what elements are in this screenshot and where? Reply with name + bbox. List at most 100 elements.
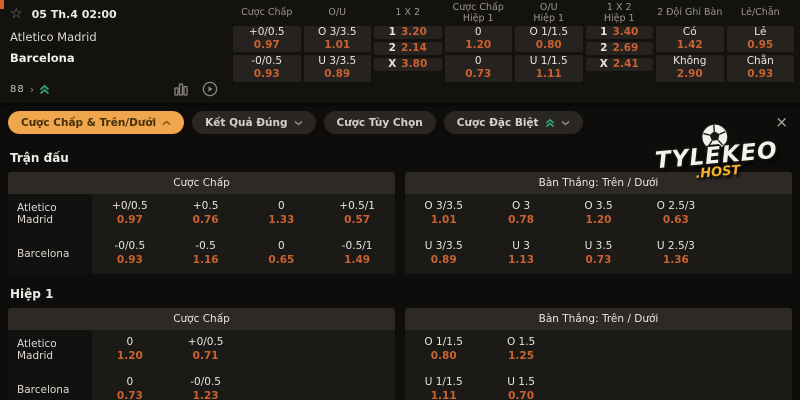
- odds-cell[interactable]: +0/0.5 0.97: [233, 26, 301, 53]
- trend-up-icon: [545, 118, 554, 127]
- odds-cell[interactable]: 2 2.69: [585, 42, 653, 56]
- column-header-over-under-h1: O/U Hiệp 1: [533, 1, 565, 24]
- odds-cell[interactable]: -0.5/1 1.49: [341, 240, 373, 266]
- table-header: Bàn Thắng: Trên / Dưới: [405, 172, 792, 194]
- odds-cell[interactable]: 2 2.14: [374, 42, 442, 56]
- odds-cell[interactable]: 0 1.33: [268, 200, 295, 226]
- match-odds-strip: ☆ 05 Th.4 02:00 Atletico Madrid Barcelon…: [0, 0, 800, 106]
- odds-cell[interactable]: 0 1.20: [116, 336, 143, 362]
- tab-custom-bets[interactable]: Cược Tùy Chọn: [323, 111, 436, 134]
- odds-cell[interactable]: -0/0.5 0.93: [114, 240, 146, 266]
- odds-cell[interactable]: 1 3.20: [374, 26, 442, 40]
- half1-handicap-table: Cược Chấp Atletico Madrid 0 1.20 +0/0.5 0.…: [8, 308, 395, 400]
- odds-cell[interactable]: O 3/3.5 1.01: [424, 200, 463, 226]
- odds-cell[interactable]: U 1/1.5 1.11: [424, 376, 463, 400]
- play-video-icon[interactable]: [202, 81, 218, 97]
- odds-cell[interactable]: Không 2.90: [656, 55, 724, 82]
- odds-cell[interactable]: U 1.5 0.70: [507, 376, 535, 400]
- match-tables: Cược Chấp Atletico Madrid +0/0.5 0.97 +0.…: [0, 172, 800, 274]
- odds-cell[interactable]: U 2.5/3 1.36: [656, 240, 695, 266]
- odds-cell[interactable]: X 3.80: [374, 58, 442, 72]
- section-title-half1: Hiệp 1: [10, 287, 54, 301]
- column-header-handicap: Cược Chấp: [241, 7, 293, 19]
- tab-handicap-over-under[interactable]: Cược Chấp & Trên/Dưới: [8, 111, 185, 134]
- half1-goals-table: Bàn Thắng: Trên / Dưới O 1/1.5 0.80 O 1.5…: [405, 308, 792, 400]
- table-header: Cược Chấp: [8, 172, 395, 194]
- table-header: Bàn Thắng: Trên / Dưới: [405, 308, 792, 330]
- section-title-match: Trận đấu: [10, 151, 69, 165]
- table-row: Atletico Madrid +0/0.5 0.97 +0.5 0.76 0 1.3…: [8, 194, 395, 234]
- home-team-name: Atletico Madrid: [10, 30, 97, 44]
- column-header-1x2-h1: 1 X 2 Hiệp 1: [603, 1, 635, 24]
- odds-cell[interactable]: 0 1.20: [444, 26, 512, 53]
- team-label: Barcelona: [8, 234, 92, 274]
- odds-column-handicap: Cược Chấp +0/0.5 0.97 -0/0.5 0.93: [233, 0, 301, 103]
- favorite-star-icon[interactable]: ☆: [10, 6, 23, 22]
- odds-cell[interactable]: O 3.5 1.20: [584, 200, 613, 226]
- close-icon[interactable]: ×: [775, 113, 788, 131]
- match-goals-table: Bàn Thắng: Trên / Dưới O 3/3.5 1.01 O 3 0.…: [405, 172, 792, 274]
- chevron-down-icon: [293, 120, 303, 126]
- column-header-both-teams-score: 2 Đội Ghi Bàn: [657, 7, 723, 19]
- away-team-name: Barcelona: [10, 51, 75, 65]
- table-row: Barcelona 0 0.73 -0/0.5 1.23: [8, 370, 395, 400]
- team-label: Atletico Madrid: [8, 330, 92, 370]
- match-tools: [174, 81, 218, 97]
- column-header-1x2: 1 X 2: [395, 7, 421, 19]
- odds-column-over-under-h1: O/U Hiệp 1 O 1/1.5 0.80 U 1/1.5 1.11: [515, 0, 583, 103]
- odds-cell[interactable]: Lẻ 0.95: [726, 26, 794, 53]
- team-label: Barcelona: [8, 370, 92, 400]
- odds-cell[interactable]: U 1/1.5 1.11: [515, 55, 583, 82]
- tab-correct-score[interactable]: Kết Quả Đúng: [192, 111, 316, 134]
- odds-cell[interactable]: Chẵn 0.93: [726, 55, 794, 82]
- odds-cell[interactable]: O 3 0.78: [508, 200, 535, 226]
- odds-cell[interactable]: U 3/3.5 0.89: [303, 55, 371, 82]
- odds-cell[interactable]: O 2.5/3 0.63: [656, 200, 696, 226]
- market-count-link[interactable]: 88: [10, 83, 25, 95]
- table-row: O 3/3.5 1.01 O 3 0.78 O 3.5 1.20 O 2.5/3 0.6…: [405, 194, 792, 234]
- table-row: U 3/3.5 0.89 U 3 1.13 U 3.5 0.73 U 2.5/3 1.3…: [405, 234, 792, 274]
- table-row: Barcelona -0/0.5 0.93 -0.5 1.16 0 0.65 -0.5…: [8, 234, 395, 274]
- table-row: U 1/1.5 1.11 U 1.5 0.70: [405, 370, 792, 400]
- match-meta-row: ☆ 05 Th.4 02:00: [10, 5, 230, 23]
- odds-cell[interactable]: -0/0.5 0.93: [233, 55, 301, 82]
- odds-cell[interactable]: U 3 1.13: [508, 240, 535, 266]
- odds-cell[interactable]: O 1/1.5 0.80: [424, 336, 463, 362]
- table-row: O 1/1.5 0.80 O 1.5 1.25: [405, 330, 792, 370]
- column-header-over-under: O/U: [328, 7, 347, 19]
- odds-cell[interactable]: O 1.5 1.25: [506, 336, 536, 362]
- odds-cell[interactable]: O 3/3.5 1.01: [303, 26, 371, 53]
- chevron-up-icon: [162, 119, 171, 125]
- odds-column-1x2: 1 X 2 1 3.20 2 2.14 X 3.80: [374, 0, 442, 103]
- trend-up-icon: [40, 84, 50, 94]
- corner-accent: [0, 0, 4, 9]
- match-info: ☆ 05 Th.4 02:00 Atletico Madrid Barcelon…: [0, 0, 230, 103]
- odds-cell[interactable]: O 1/1.5 0.80: [515, 26, 583, 53]
- odds-column-1x2-h1: 1 X 2 Hiệp 1 1 3.40 2 2.69 X 2.41: [585, 0, 653, 103]
- odds-column-both-teams-score: 2 Đội Ghi Bàn Có 1.42 Không 2.90: [656, 0, 724, 103]
- odds-cell[interactable]: 0 0.73: [444, 55, 512, 82]
- odds-cell[interactable]: 0 0.73: [116, 376, 143, 400]
- table-row: Atletico Madrid 0 1.20 +0/0.5 0.71: [8, 330, 395, 370]
- odds-cell[interactable]: U 3/3.5 0.89: [424, 240, 463, 266]
- match-datetime: 05 Th.4 02:00: [31, 7, 117, 21]
- column-header-odd-even: Lẻ/Chẵn: [740, 7, 780, 19]
- stats-chart-icon[interactable]: [174, 82, 188, 96]
- odds-cell[interactable]: 1 3.40: [585, 26, 653, 40]
- odds-cell[interactable]: +0.5 0.76: [192, 200, 219, 226]
- odds-cell[interactable]: 0 0.65: [268, 240, 295, 266]
- half1-tables: Cược Chấp Atletico Madrid 0 1.20 +0/0.5 0.…: [0, 308, 800, 400]
- odds-cell[interactable]: -0/0.5 1.23: [190, 376, 221, 400]
- odds-cell[interactable]: +0/0.5 0.97: [112, 200, 148, 226]
- odds-column-handicap-h1: Cược Chấp Hiệp 1 0 1.20 0 0.73: [444, 0, 512, 103]
- tab-special-bets[interactable]: Cược Đặc Biệt: [443, 111, 583, 134]
- odds-cell[interactable]: X 2.41: [585, 58, 653, 72]
- odds-cell[interactable]: +0/0.5 0.71: [187, 336, 224, 362]
- odds-cell[interactable]: Có 1.42: [656, 26, 724, 53]
- column-header-handicap-h1: Cược Chấp Hiệp 1: [452, 1, 504, 24]
- odds-cell[interactable]: +0.5/1 0.57: [339, 200, 375, 226]
- odds-cell[interactable]: U 3.5 0.73: [584, 240, 613, 266]
- chevron-right-icon: ›: [29, 82, 35, 96]
- odds-cell[interactable]: -0.5 1.16: [192, 240, 219, 266]
